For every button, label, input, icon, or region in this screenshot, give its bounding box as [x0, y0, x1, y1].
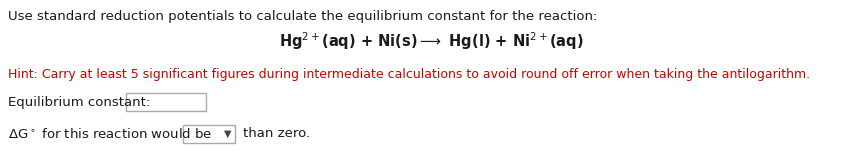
Text: $\Delta$G$^\circ$ for this reaction would be: $\Delta$G$^\circ$ for this reaction woul…: [8, 127, 212, 141]
Text: than zero.: than zero.: [243, 127, 310, 140]
Text: Equilibrium constant:: Equilibrium constant:: [8, 96, 150, 109]
FancyBboxPatch shape: [126, 93, 206, 111]
Text: Hg$^{2+}$(aq) + Ni(s)$\longrightarrow$ Hg(l) + Ni$^{2+}$(aq): Hg$^{2+}$(aq) + Ni(s)$\longrightarrow$ H…: [280, 30, 583, 52]
FancyBboxPatch shape: [183, 125, 235, 143]
Text: ▼: ▼: [224, 129, 231, 139]
Text: Use standard reduction potentials to calculate the equilibrium constant for the : Use standard reduction potentials to cal…: [8, 10, 597, 23]
Text: Hint: Carry at least 5 significant figures during intermediate calculations to a: Hint: Carry at least 5 significant figur…: [8, 68, 810, 81]
